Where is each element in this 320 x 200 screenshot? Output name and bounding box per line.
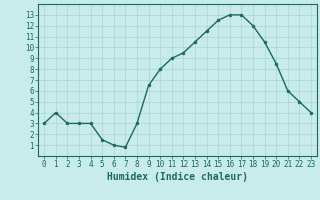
X-axis label: Humidex (Indice chaleur): Humidex (Indice chaleur): [107, 172, 248, 182]
